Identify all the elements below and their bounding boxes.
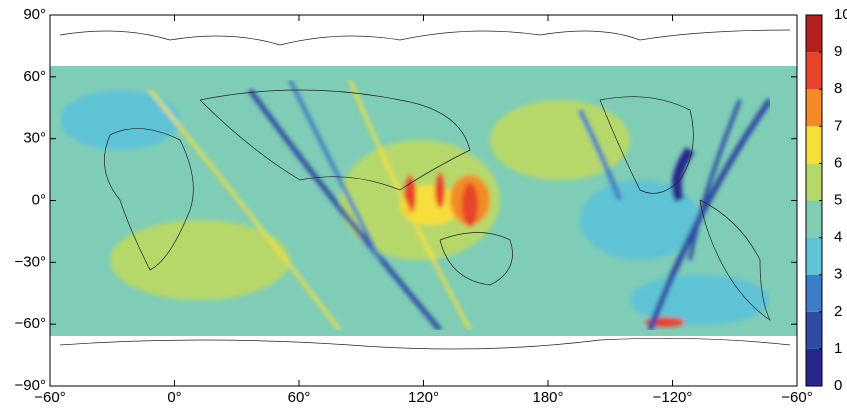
colorbar-segment [806,311,822,349]
coastlines [59,29,791,350]
colorbar-segment [806,274,822,312]
x-tick-label: 180° [532,389,563,406]
y-tick-label: 0° [32,191,46,208]
x-tick-label: 120° [408,389,439,406]
y-tick-label: 60° [23,68,46,85]
y-tick-label: 90° [23,6,46,23]
colorbar-segment [806,15,822,53]
y-tick-label: −90° [15,377,46,394]
data-field [50,29,797,350]
y-tick-label: −30° [15,253,46,270]
colorbar-segment [806,89,822,127]
colorbar-segment [806,348,822,386]
colorbar-tick-label: 8 [834,80,842,97]
colorbar-segment [806,163,822,201]
colorbar-tick-label: 7 [834,117,842,134]
colorbar-tick-label: 1 [834,340,842,357]
x-tick-label: −60° [781,389,812,406]
colorbar-tick-label: 6 [834,154,842,171]
field-pattern [60,79,773,332]
colorbar-tick-label: 3 [834,266,842,283]
x-tick-label: −120° [653,389,693,406]
colorbar-segment [806,126,822,164]
y-tick-label: 30° [23,130,46,147]
colorbar-segment [806,52,822,90]
colorbar-tick-label: 10 [834,6,847,23]
colorbar-tick-label: 0 [834,377,842,394]
colorbar-segment [806,200,822,238]
x-tick-label: −60° [34,389,65,406]
colorbar-tick-label: 9 [834,43,842,60]
colorbar-tick-label: 2 [834,303,842,320]
x-tick-label: 0° [167,389,181,406]
colorbar-tick-label: 4 [834,229,842,246]
y-tick-label: −60° [15,315,46,332]
x-tick-label: 60° [288,389,311,406]
colorbar-frame [805,14,823,387]
colorbar-segment [806,237,822,275]
colorbar-tick-label: 5 [834,191,842,208]
